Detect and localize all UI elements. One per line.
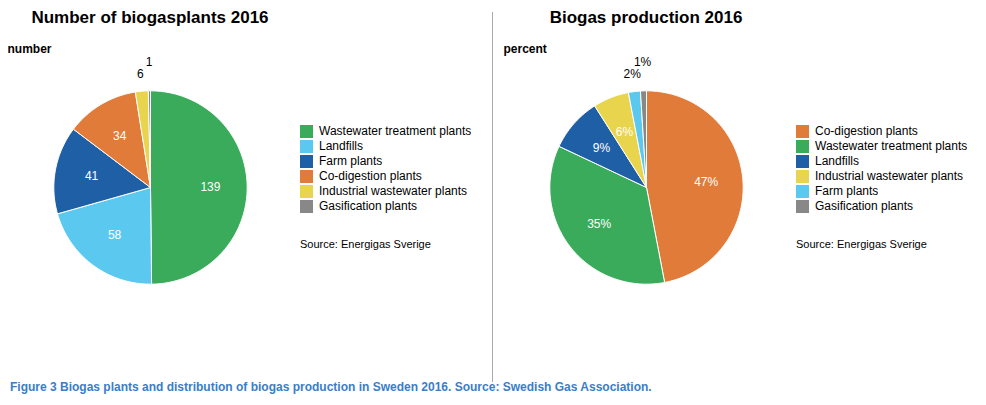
html-text:Source: Energigas Sverige: Source: Energigas Sverige	[300, 238, 431, 250]
html-text:Landfills: Landfills	[815, 154, 859, 168]
html-text:Co-digestion plants: Co-digestion plants	[815, 124, 918, 138]
svg-text:percent: percent	[504, 42, 547, 56]
html-text:Gasification plants: Gasification plants	[319, 199, 418, 213]
svg-text:2%: 2%	[624, 67, 642, 81]
html-text:Figure 3 Biogas plants and dis: Figure 3 Biogas plants and distribution …	[10, 380, 652, 394]
svg-text:41: 41	[85, 169, 99, 183]
svg-text:1%: 1%	[634, 55, 652, 69]
svg-text:34: 34	[113, 129, 127, 143]
svg-text:139: 139	[200, 180, 220, 194]
html-text:Industrial wastewater plants: Industrial wastewater plants	[815, 169, 964, 183]
html-text:Farm plants: Farm plants	[815, 184, 879, 198]
svg-text:58: 58	[108, 228, 122, 242]
html-text:Industrial wastewater plants: Industrial wastewater plants	[319, 184, 468, 198]
html-text:Farm plants: Farm plants	[319, 154, 383, 168]
html-text:Biogas production 2016: Biogas production 2016	[549, 8, 743, 27]
html-text:Source: Energigas Sverige: Source: Energigas Sverige	[796, 238, 927, 250]
html-text:Co-digestion plants: Co-digestion plants	[319, 169, 422, 183]
svg-text:6%: 6%	[616, 125, 634, 139]
html-text:Wastewater treatment plants: Wastewater treatment plants	[815, 139, 968, 153]
html-text:Landfills: Landfills	[319, 139, 363, 153]
svg-text:6: 6	[137, 67, 144, 81]
svg-text:47%: 47%	[694, 175, 718, 189]
svg-text:9%: 9%	[593, 141, 611, 155]
html-text:Wastewater treatment plants: Wastewater treatment plants	[319, 124, 472, 138]
svg-text:1: 1	[146, 55, 153, 69]
svg-text:number: number	[8, 42, 52, 56]
svg-text:35%: 35%	[587, 217, 611, 231]
html-text:Number of biogasplants 2016: Number of biogasplants 2016	[31, 8, 269, 27]
html-text:Gasification plants: Gasification plants	[815, 199, 914, 213]
